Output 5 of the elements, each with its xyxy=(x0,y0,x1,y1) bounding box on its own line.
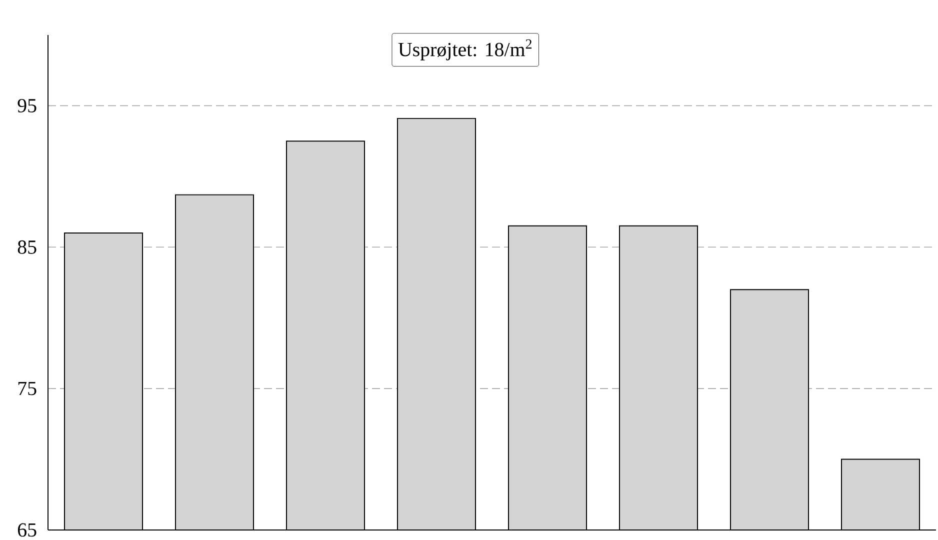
annotation: Usprøjtet: 18/m$^{2}$ xyxy=(398,39,532,60)
y-tick-label: 75 xyxy=(18,382,36,396)
y-tick-label: 65 xyxy=(18,523,36,537)
y-tick-label: 95 xyxy=(18,99,36,112)
y-tick-label: 85 xyxy=(18,240,36,254)
